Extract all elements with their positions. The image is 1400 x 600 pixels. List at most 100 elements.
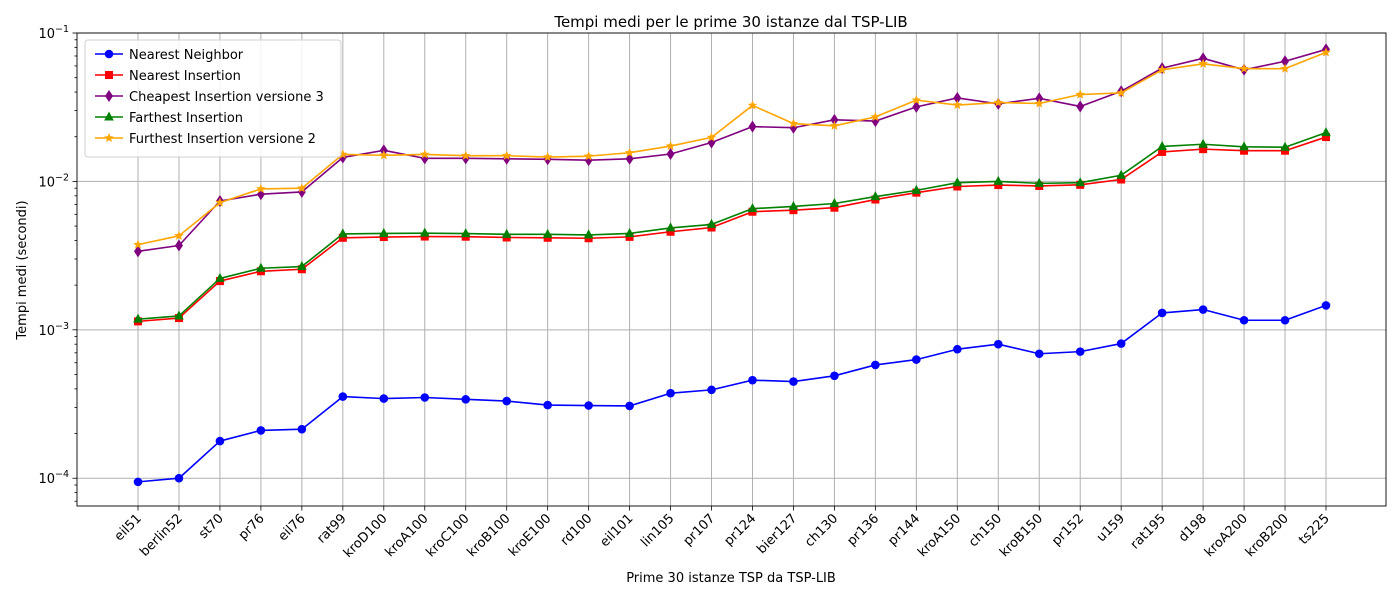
data-point — [1280, 315, 1290, 325]
legend-item: Nearest Insertion — [95, 69, 241, 84]
plot-frame — [76, 32, 1387, 507]
legend-label: Furthest Insertion versione 2 — [129, 132, 316, 147]
data-point — [707, 385, 716, 395]
data-point — [1117, 175, 1126, 184]
y-tick-label: 10−1 — [38, 24, 69, 42]
data-point — [338, 228, 348, 238]
series-line — [137, 136, 1327, 323]
data-point — [952, 177, 963, 187]
x-axis-title: Prime 30 istanze TSP da TSP-LIB — [626, 571, 836, 586]
data-point — [1075, 347, 1085, 356]
data-point — [706, 218, 717, 228]
legend-label: Cheapest Insertion versione 3 — [129, 90, 324, 105]
data-point — [379, 394, 389, 403]
data-point — [665, 141, 676, 151]
data-point — [583, 229, 594, 239]
data-point — [1076, 100, 1085, 113]
data-point — [1075, 89, 1085, 99]
data-point — [378, 227, 389, 237]
data-point — [134, 245, 142, 258]
data-point — [829, 120, 840, 130]
legend-label: Nearest Neighbor — [129, 48, 244, 63]
data-point — [174, 239, 183, 252]
data-point — [1321, 301, 1331, 310]
data-point — [830, 371, 839, 381]
series-line — [137, 48, 1327, 253]
data-point — [788, 118, 799, 128]
data-point — [953, 91, 962, 104]
data-point — [460, 228, 471, 238]
data-point — [1280, 63, 1290, 73]
data-point — [174, 473, 184, 483]
data-point — [379, 233, 388, 242]
data-point — [419, 227, 430, 237]
y-tick-label: 10−4 — [38, 469, 69, 487]
series-line — [137, 304, 1327, 483]
data-point — [1157, 308, 1167, 318]
data-point — [256, 426, 266, 435]
data-point — [830, 113, 839, 126]
series-farthest-insertion — [133, 127, 1331, 323]
data-point — [1198, 138, 1208, 148]
data-point — [747, 100, 758, 110]
data-point — [460, 150, 471, 160]
data-point — [215, 197, 225, 207]
data-point — [1239, 141, 1249, 151]
data-point — [584, 401, 593, 410]
data-point — [1075, 177, 1086, 187]
data-point — [1321, 127, 1331, 137]
data-point — [952, 100, 963, 110]
legend-item: Nearest Neighbor — [95, 48, 244, 63]
data-point — [297, 424, 307, 434]
data-point — [1239, 63, 1249, 73]
data-point — [174, 230, 184, 240]
data-point — [789, 206, 798, 215]
y-axis-title: Tempi medi (secondi) — [15, 200, 30, 340]
data-point — [1157, 64, 1167, 74]
data-point — [1280, 141, 1290, 151]
data-point — [666, 227, 675, 236]
data-point — [748, 375, 757, 385]
data-point — [133, 477, 143, 487]
data-point — [1239, 315, 1249, 325]
legend-marker — [105, 71, 113, 79]
data-point — [665, 222, 676, 232]
data-point — [788, 200, 799, 210]
data-point — [1116, 339, 1126, 348]
data-point — [338, 233, 347, 242]
data-point — [625, 401, 634, 411]
data-point — [666, 148, 675, 161]
data-point — [829, 197, 840, 207]
legend-marker — [104, 49, 114, 59]
data-point — [789, 377, 798, 386]
data-point — [870, 111, 881, 121]
data-point — [461, 395, 471, 404]
data-point — [501, 150, 512, 160]
data-point — [420, 149, 430, 159]
data-point — [993, 97, 1004, 107]
y-axis-ticks: 10−4 10−3 10−2 10−1 — [38, 24, 77, 487]
data-point — [1116, 169, 1126, 179]
legend-marker — [105, 90, 113, 102]
data-point — [297, 183, 307, 193]
data-point — [1034, 349, 1044, 359]
data-point — [1034, 98, 1044, 108]
y-tick-label: 10−3 — [38, 321, 69, 339]
data-point — [912, 355, 921, 364]
data-point — [215, 272, 225, 282]
legend-item: Furthest Insertion versione 2 — [95, 132, 316, 147]
legend-marker — [104, 133, 114, 143]
data-point — [1199, 145, 1208, 154]
data-point — [870, 191, 881, 201]
data-point — [993, 175, 1004, 185]
data-point — [502, 396, 511, 406]
data-point — [420, 393, 430, 402]
legend-box — [84, 39, 342, 158]
data-point — [543, 400, 552, 410]
series-furthest-insertion-versione-2 — [133, 47, 1331, 249]
chart-title: Tempi medi per le prime 30 istanze dal T… — [553, 13, 907, 31]
y-tick-label: 10−2 — [38, 172, 69, 190]
data-point — [830, 203, 839, 212]
data-point — [911, 95, 922, 105]
data-point — [256, 262, 266, 272]
